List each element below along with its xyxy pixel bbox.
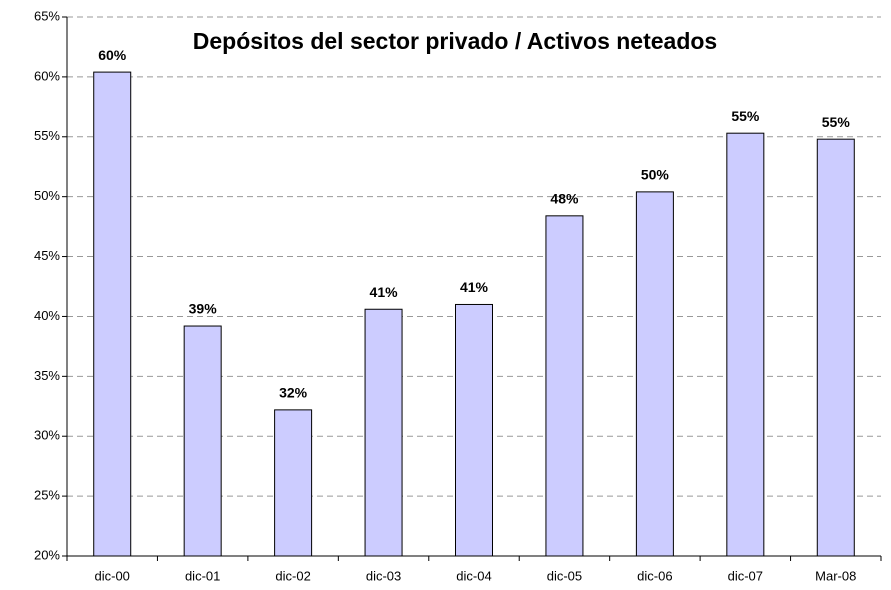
bar (93, 71, 132, 557)
bar (274, 409, 313, 557)
x-tick-label: dic-01 (185, 568, 220, 583)
x-tick-label: dic-07 (728, 568, 763, 583)
bar (816, 138, 855, 557)
bar (364, 308, 403, 557)
x-tick-label: dic-03 (366, 568, 401, 583)
y-tick-label: 40% (34, 308, 60, 323)
x-tick-label: dic-04 (456, 568, 491, 583)
y-tick-label: 30% (34, 428, 60, 443)
y-tick-label: 45% (34, 248, 60, 263)
x-tick-label: dic-02 (275, 568, 310, 583)
x-tick-label: Mar-08 (815, 568, 856, 583)
value-label: 60% (98, 47, 127, 63)
bar (635, 191, 674, 557)
value-label: 55% (731, 108, 760, 124)
bar (545, 215, 584, 557)
y-tick-label: 25% (34, 488, 60, 503)
value-label: 50% (641, 167, 670, 183)
y-tick-label: 65% (34, 8, 60, 23)
value-label: 32% (279, 385, 308, 401)
value-label: 55% (822, 114, 851, 130)
x-tick-label: dic-06 (637, 568, 672, 583)
bar (455, 303, 493, 557)
chart-title: Depósitos del sector privado / Activos n… (193, 28, 717, 54)
y-tick-label: 55% (34, 128, 60, 143)
value-label: 41% (460, 279, 489, 295)
x-tick-label: dic-00 (95, 568, 130, 583)
y-tick-label: 60% (34, 68, 60, 83)
bar (183, 325, 222, 557)
bar (726, 132, 765, 557)
y-tick-label: 50% (34, 188, 60, 203)
value-label: 48% (550, 191, 579, 207)
y-tick-label: 20% (34, 547, 60, 562)
value-label: 39% (189, 301, 218, 317)
y-tick-label: 35% (34, 368, 60, 383)
value-label: 41% (370, 284, 399, 300)
x-tick-label: dic-05 (547, 568, 582, 583)
